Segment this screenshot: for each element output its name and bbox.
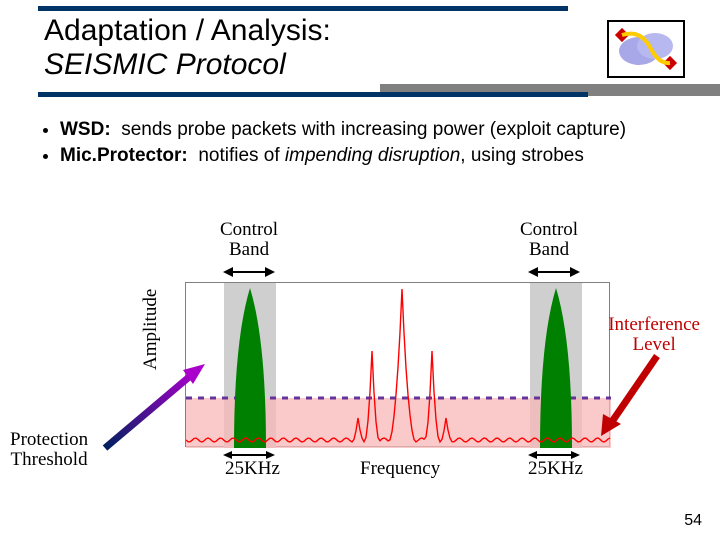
protection-threshold-label: Protection Threshold	[10, 430, 88, 470]
bullet-1-text: sends probe packets with increasing powe…	[121, 119, 626, 140]
spectrum-plot	[185, 282, 610, 447]
bullet-1: WSD: sends probe packets with increasing…	[60, 118, 684, 142]
bullet-2-strong: Mic.Protector:	[60, 145, 188, 166]
dbl-arrow-khz-2	[528, 448, 580, 462]
logo-icon	[607, 20, 685, 78]
title-line-1: Adaptation / Analysis:	[44, 14, 331, 48]
bullet-2-em: impending disruption	[285, 145, 460, 166]
title-line-2: SEISMIC Protocol	[44, 48, 331, 82]
x-axis-label: Frequency	[360, 458, 440, 480]
dbl-arrow-2	[528, 264, 580, 280]
slide-number: 54	[684, 512, 702, 530]
control-band-label-2: Control Band	[520, 220, 578, 260]
bullet-list: WSD: sends probe packets with increasing…	[44, 118, 684, 171]
bullet-2: Mic.Protector: notifies of impending dis…	[60, 144, 684, 168]
interference-arrow	[595, 348, 665, 438]
protection-arrow	[95, 360, 210, 455]
title-bar-bottom	[38, 92, 588, 97]
slide-title: Adaptation / Analysis: SEISMIC Protocol	[44, 14, 331, 82]
control-band-label-1: Control Band	[220, 220, 278, 260]
bullet-2-text-b: , using strobes	[460, 145, 584, 166]
dbl-arrow-khz-1	[223, 448, 275, 462]
bullet-1-strong: WSD:	[60, 119, 111, 140]
title-bar-top	[38, 6, 568, 11]
y-axis-label: Amplitude	[140, 289, 162, 370]
bullet-2-text-a: notifies of	[198, 145, 279, 166]
chart-area: Control Band Control Band Amplitude Freq…	[40, 220, 700, 490]
dbl-arrow-1	[223, 264, 275, 280]
